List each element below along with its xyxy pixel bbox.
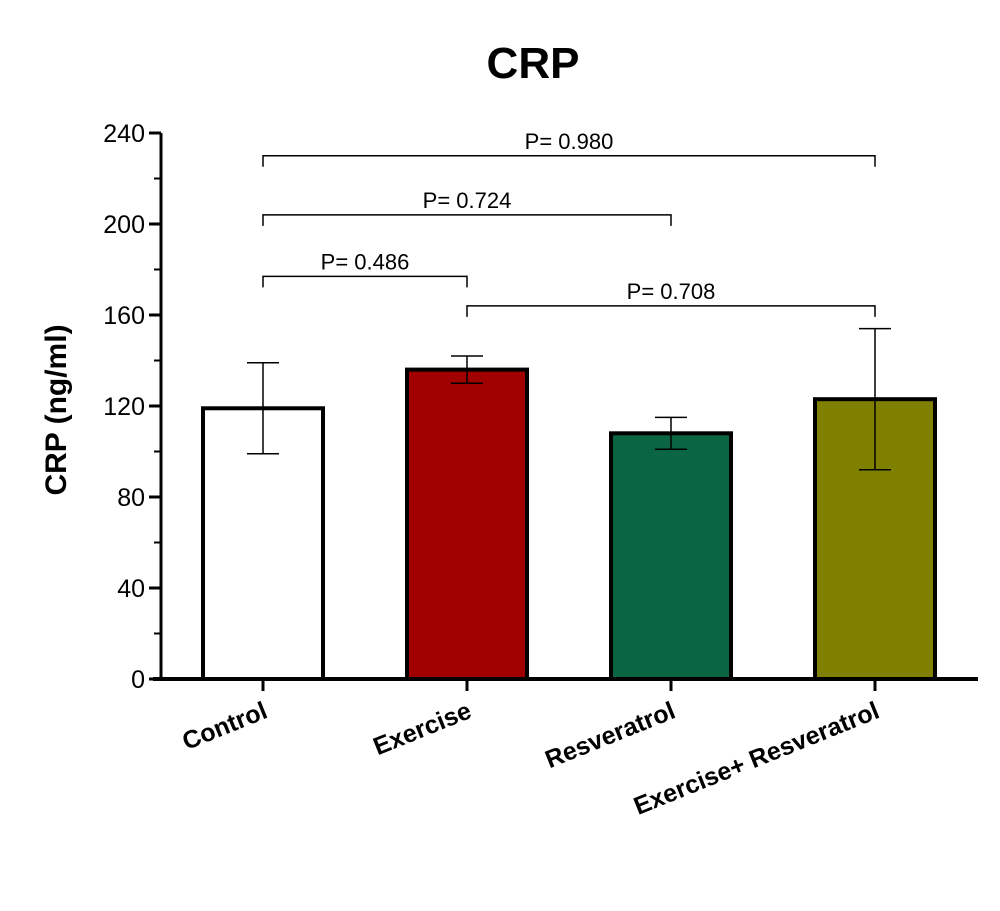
y-tick-label: 80 [117, 484, 145, 512]
y-tick-label: 0 [131, 666, 145, 694]
x-tick-label: Resveratrol [541, 697, 679, 774]
y-axis-label: CRP (ng/ml) [40, 324, 73, 495]
y-tick-label: 120 [103, 393, 145, 421]
comparison-bracket [466, 305, 876, 317]
y-tick-label: 240 [103, 120, 145, 148]
p-value-label: P= 0.708 [627, 279, 716, 304]
y-tick-label: 160 [103, 302, 145, 330]
bar [609, 431, 733, 681]
p-value-label: P= 0.980 [525, 129, 614, 154]
comparison-bracket [262, 214, 672, 226]
chart-title: CRP [487, 39, 580, 88]
p-value-label: P= 0.724 [423, 188, 512, 213]
plot-area: 0 40 80 120 160 200 240 Control Exercise Resverat… [103, 120, 978, 821]
y-tick-label: 40 [117, 575, 145, 603]
x-tick-label: Control [178, 697, 271, 756]
p-value-label: P= 0.486 [321, 249, 410, 274]
bar [405, 367, 529, 681]
y-tick-label: 200 [103, 211, 145, 239]
comparison-bracket [262, 155, 876, 167]
x-tick-label: Exercise [369, 697, 475, 762]
comparison-bracket [262, 275, 468, 288]
